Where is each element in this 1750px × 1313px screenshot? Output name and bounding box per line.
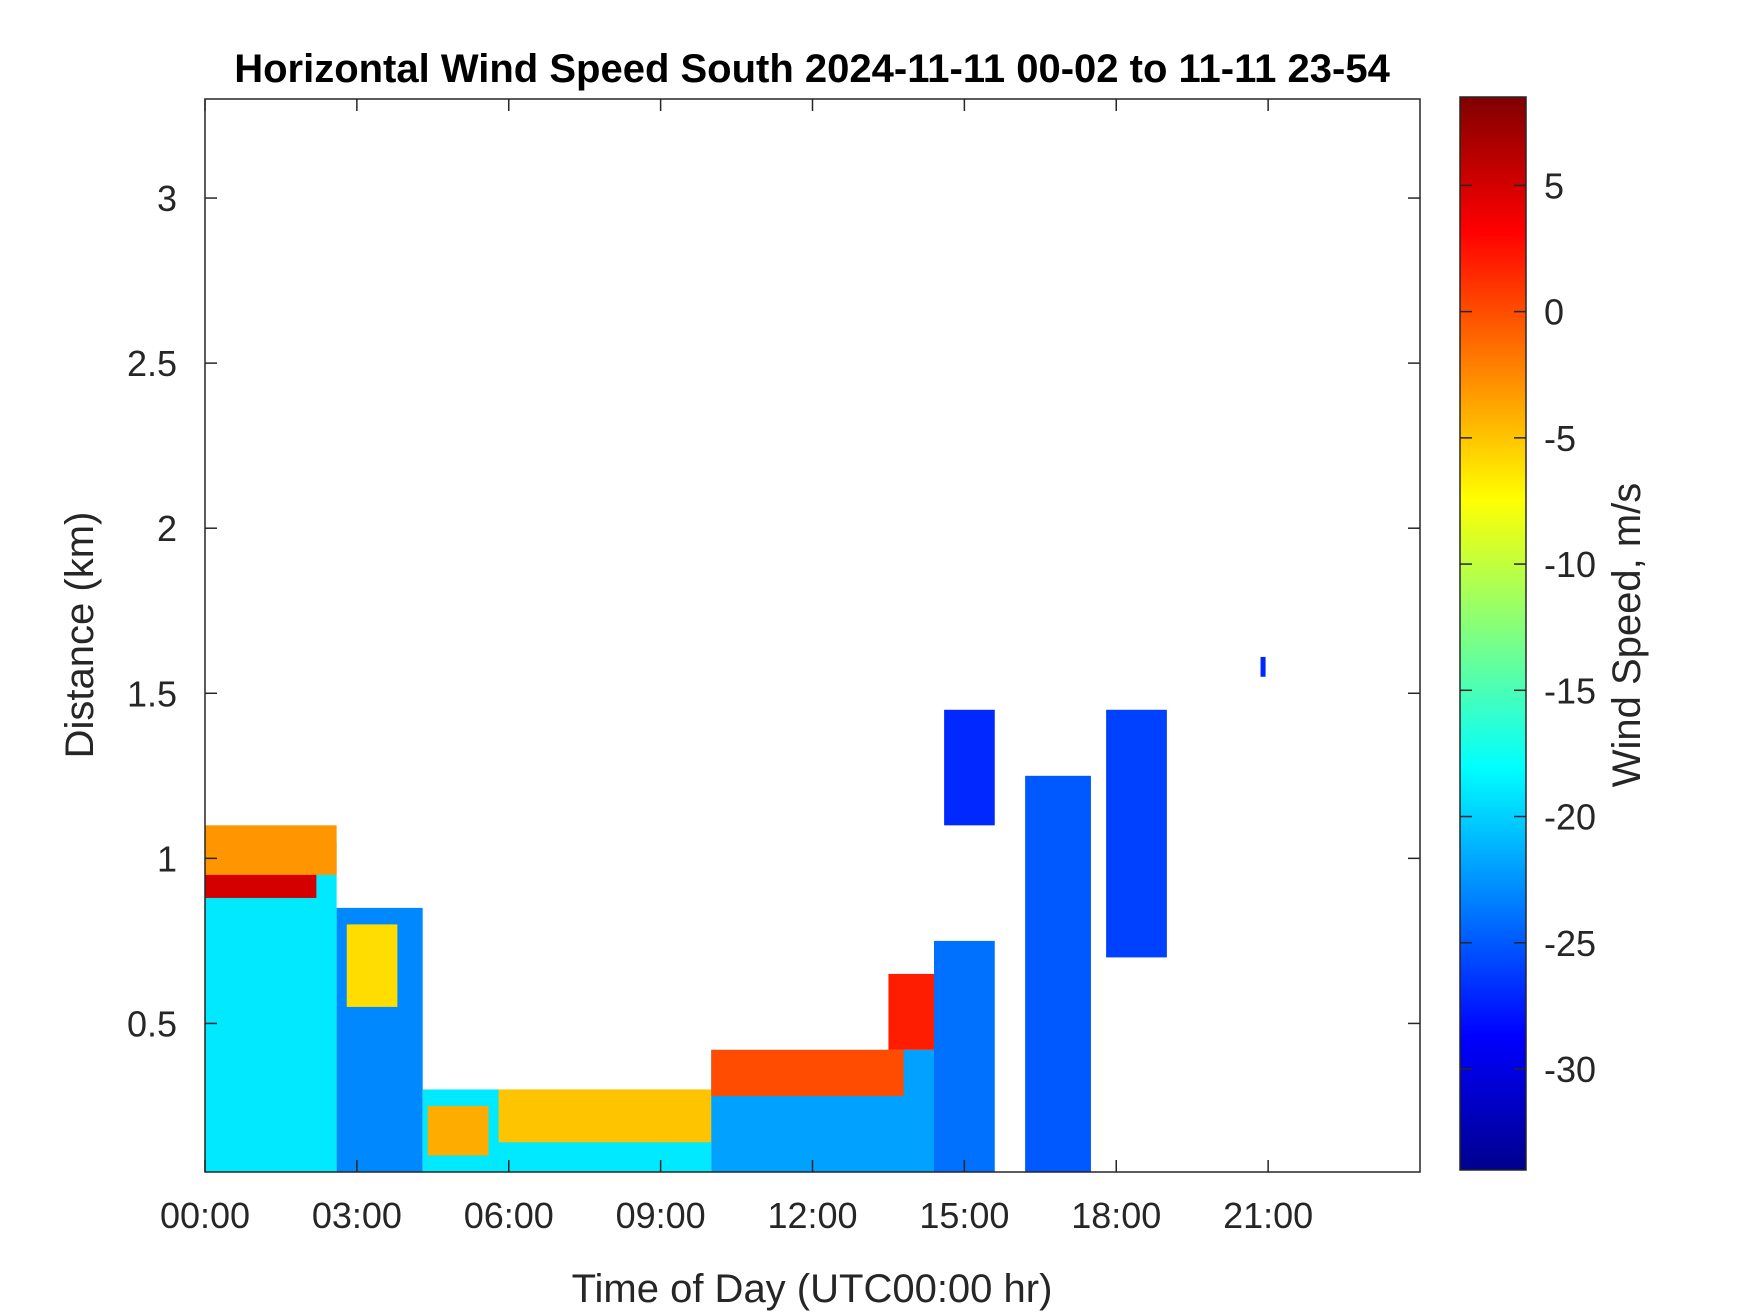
x-tick-label: 15:00 xyxy=(919,1195,1009,1236)
colorbar-tick-label: -15 xyxy=(1544,670,1596,711)
colorbar-tick-label: -10 xyxy=(1544,544,1596,585)
heatmap-cell xyxy=(498,1089,712,1143)
heatmap-cell xyxy=(1260,656,1266,677)
x-tick-label: 03:00 xyxy=(312,1195,402,1236)
heatmap-cell xyxy=(1025,775,1091,1172)
heatmap-cell xyxy=(934,940,995,1172)
y-tick-label: 3 xyxy=(157,178,177,219)
y-axis: 0.5 1 1.5 2 2.5 3 xyxy=(127,178,1420,1044)
colorbar-tick-label: 0 xyxy=(1544,292,1564,333)
y-tick-label: 1.5 xyxy=(127,673,177,714)
y-axis-label: Distance (km) xyxy=(58,512,102,759)
heatmap-cells xyxy=(205,656,1266,1172)
heatmap-cell xyxy=(1106,709,1167,958)
x-axis-label: Time of Day (UTC00:00 hr) xyxy=(572,1267,1053,1311)
x-tick-label: 00:00 xyxy=(160,1195,250,1236)
colorbar-label: Wind Speed, m/s xyxy=(1605,483,1649,788)
heatmap-cell xyxy=(427,1105,489,1156)
x-tick-label: 18:00 xyxy=(1071,1195,1161,1236)
colorbar xyxy=(1459,96,1527,1171)
x-axis: 00:00 03:00 06:00 09:00 12:00 15:00 18:00 21:00 xyxy=(160,99,1313,1236)
chart-title: Horizontal Wind Speed South 2024-11-11 0… xyxy=(234,47,1390,91)
heatmap-cell xyxy=(888,973,934,1050)
colorbar-tick-label: -30 xyxy=(1544,1049,1596,1090)
heatmap-cell xyxy=(711,1049,904,1097)
x-tick-label: 09:00 xyxy=(616,1195,706,1236)
colorbar-ticks: 5 0 -5 -10 -15 -20 -25 -30 xyxy=(1460,165,1596,1090)
y-tick-label: 2 xyxy=(157,508,177,549)
x-tick-label: 12:00 xyxy=(767,1195,857,1236)
colorbar-tick-label: -25 xyxy=(1544,923,1596,964)
colorbar-tick-label: -5 xyxy=(1544,418,1576,459)
x-tick-label: 21:00 xyxy=(1223,1195,1313,1236)
y-tick-label: 0.5 xyxy=(127,1003,177,1044)
colorbar-tick-label: 5 xyxy=(1544,165,1564,206)
heatmap-cell xyxy=(346,924,398,1007)
heatmap-cell xyxy=(944,709,995,826)
y-tick-label: 2.5 xyxy=(127,343,177,384)
x-tick-label: 06:00 xyxy=(464,1195,554,1236)
colorbar-tick-label: -20 xyxy=(1544,797,1596,838)
heatmap-cell xyxy=(205,825,337,875)
y-tick-label: 1 xyxy=(157,838,177,879)
